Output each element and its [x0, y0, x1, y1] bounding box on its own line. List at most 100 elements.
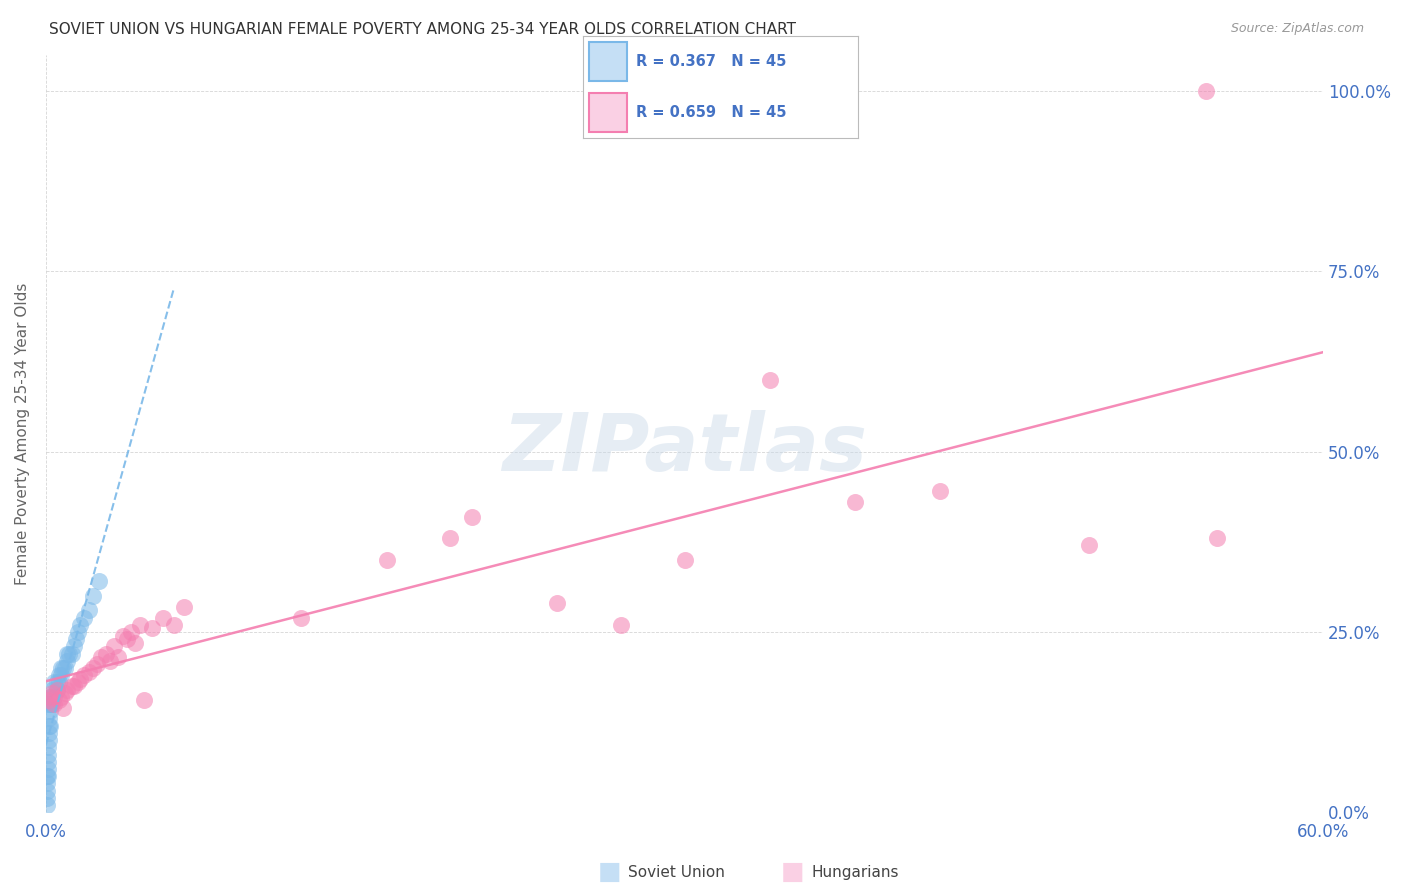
Point — [45, 675, 67, 690]
Point — [90, 650, 112, 665]
Point — [98, 654, 121, 668]
Point — [673, 553, 696, 567]
Point — [53, 661, 76, 675]
Text: Soviet Union: Soviet Union — [628, 865, 725, 880]
Point — [56, 654, 79, 668]
Point — [53, 686, 76, 700]
Point — [49, 668, 72, 682]
Point — [60, 647, 83, 661]
Point — [39, 690, 62, 704]
Point — [758, 373, 780, 387]
Point — [39, 690, 62, 704]
Point — [60, 679, 83, 693]
Point — [48, 693, 70, 707]
Point — [37, 762, 59, 776]
Point — [35, 783, 58, 797]
Point — [44, 697, 66, 711]
Point — [77, 603, 100, 617]
Point — [38, 719, 60, 733]
Text: Source: ZipAtlas.com: Source: ZipAtlas.com — [1230, 22, 1364, 36]
Point — [39, 719, 62, 733]
Point — [73, 610, 96, 624]
Point — [45, 682, 67, 697]
Point — [141, 621, 163, 635]
Point — [290, 610, 312, 624]
Point — [124, 636, 146, 650]
Point — [45, 682, 67, 697]
Point — [1205, 531, 1227, 545]
Point — [58, 647, 80, 661]
Point — [52, 700, 75, 714]
Point — [82, 589, 104, 603]
Point — [89, 574, 111, 589]
Point — [41, 690, 63, 704]
Point — [103, 640, 125, 654]
Point — [69, 672, 91, 686]
Point — [41, 686, 63, 700]
Text: R = 0.659   N = 45: R = 0.659 N = 45 — [636, 105, 786, 120]
Point — [65, 632, 87, 647]
Point — [1195, 84, 1218, 98]
Text: SOVIET UNION VS HUNGARIAN FEMALE POVERTY AMONG 25-34 YEAR OLDS CORRELATION CHART: SOVIET UNION VS HUNGARIAN FEMALE POVERTY… — [49, 22, 796, 37]
Point — [56, 682, 79, 697]
Point — [546, 596, 568, 610]
Point — [77, 665, 100, 679]
Point — [375, 553, 398, 567]
Point — [132, 693, 155, 707]
Point — [1078, 538, 1101, 552]
Point — [439, 531, 461, 545]
Point — [163, 617, 186, 632]
Point — [49, 661, 72, 675]
Point — [39, 697, 62, 711]
Point — [460, 509, 482, 524]
Point — [152, 610, 174, 624]
Point — [82, 661, 104, 675]
Point — [37, 747, 59, 762]
Point — [609, 617, 631, 632]
Point — [38, 733, 60, 747]
Point — [35, 776, 58, 790]
Text: ZIPatlas: ZIPatlas — [502, 409, 868, 488]
Point — [35, 797, 58, 812]
Bar — [589, 42, 627, 81]
Text: Hungarians: Hungarians — [811, 865, 898, 880]
Point — [115, 632, 138, 647]
Point — [62, 640, 84, 654]
Point — [56, 647, 79, 661]
Point — [844, 495, 866, 509]
Point — [37, 740, 59, 755]
Point — [38, 711, 60, 725]
Text: ■: ■ — [780, 861, 804, 884]
Point — [94, 647, 117, 661]
Point — [37, 697, 59, 711]
Y-axis label: Female Poverty Among 25-34 Year Olds: Female Poverty Among 25-34 Year Olds — [15, 283, 30, 585]
Point — [52, 661, 75, 675]
Point — [73, 668, 96, 682]
Point — [107, 650, 129, 665]
Point — [66, 675, 89, 690]
Point — [66, 624, 89, 639]
Point — [41, 682, 63, 697]
Point — [929, 484, 952, 499]
Point — [37, 693, 59, 707]
Point — [69, 617, 91, 632]
Point — [49, 690, 72, 704]
Point — [35, 769, 58, 783]
Point — [128, 617, 150, 632]
Point — [44, 690, 66, 704]
Point — [38, 726, 60, 740]
Point — [39, 704, 62, 718]
Point — [41, 697, 63, 711]
Point — [39, 697, 62, 711]
Point — [37, 769, 59, 783]
Bar — [589, 93, 627, 132]
Point — [37, 755, 59, 769]
Point — [111, 629, 134, 643]
Point — [48, 668, 70, 682]
Text: R = 0.367   N = 45: R = 0.367 N = 45 — [636, 54, 786, 69]
Point — [86, 657, 108, 672]
Point — [35, 790, 58, 805]
Point — [173, 599, 195, 614]
Point — [120, 624, 142, 639]
Point — [62, 679, 84, 693]
